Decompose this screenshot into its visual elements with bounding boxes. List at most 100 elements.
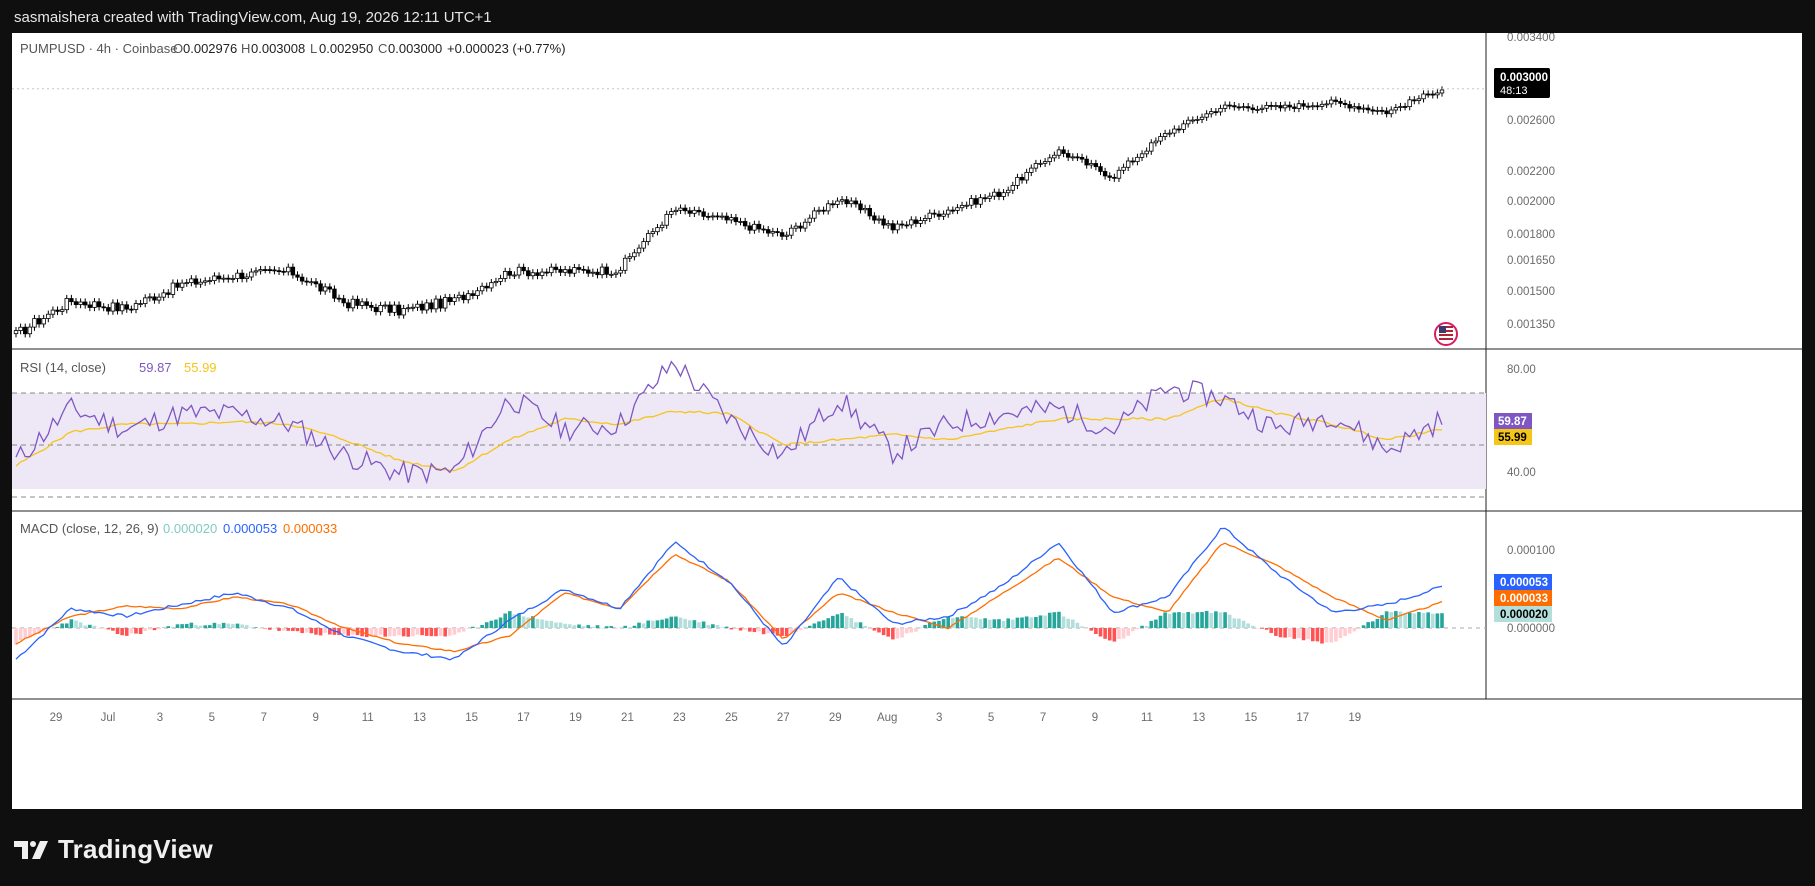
rsi-badge: 59.87: [1498, 416, 1527, 428]
macd-y-axis[interactable]: 0.000100 0.000000: [1507, 545, 1555, 635]
candle-body: [447, 297, 452, 302]
candle-body: [1209, 111, 1214, 115]
macd-histogram-bar: [1066, 618, 1070, 628]
candle-body: [595, 271, 600, 276]
macd-histogram-bar: [535, 619, 540, 628]
candle-body: [1121, 166, 1126, 171]
chart-area[interactable]: PUMPUSD · 4h · Coinbase O 0.002976 H 0.0…: [12, 33, 1802, 809]
us-flag-icon[interactable]: [1434, 322, 1458, 346]
candle-body: [1075, 156, 1080, 159]
candle-body: [350, 298, 356, 309]
tradingview-logo[interactable]: TradingView: [14, 834, 213, 865]
candle-body: [318, 283, 323, 292]
macd-histogram-bar: [295, 628, 300, 632]
macd-histogram-bar: [521, 616, 526, 628]
macd-histogram-bar: [101, 628, 106, 629]
candle-body: [1412, 99, 1417, 102]
candle-body: [1079, 156, 1085, 160]
macd-histogram-bar: [1121, 628, 1126, 639]
candle-body: [369, 305, 374, 308]
candle-body: [373, 306, 379, 313]
macd-histogram-bar: [1043, 615, 1047, 628]
candle-body: [622, 257, 628, 271]
macd-histogram-bar: [747, 628, 752, 632]
candle-body: [124, 304, 129, 310]
candle-body: [1047, 157, 1052, 163]
macd-histogram-bar: [489, 620, 494, 628]
x-tick: 27: [777, 712, 790, 724]
low-value: 0.002950: [319, 41, 373, 56]
candle-body: [969, 198, 974, 206]
macd-histogram-bar: [817, 621, 821, 628]
macd-histogram-bar: [277, 628, 281, 631]
candle-body: [239, 272, 245, 280]
macd-histogram-bar: [1006, 618, 1011, 628]
x-tick: 11: [362, 712, 374, 724]
macd-histogram-bar: [544, 620, 549, 628]
macd-histogram-bar: [143, 628, 148, 632]
candle-body: [807, 217, 812, 223]
x-axis[interactable]: 29 Jul 3 5 7 9 11 13 15 17 19 21 23 25 27 29 Aug 3 5 7 9 11 13…: [50, 712, 1362, 724]
x-tick: 3: [936, 712, 942, 724]
candle-body: [890, 223, 896, 231]
chart-canvas[interactable]: PUMPUSD · 4h · Coinbase O 0.002976 H 0.0…: [12, 33, 1802, 809]
rsi-y-axis[interactable]: 80.00 40.00: [1507, 364, 1536, 479]
candle-body: [1379, 109, 1385, 112]
macd-histogram-bar: [757, 628, 761, 632]
macd-histogram-bar: [434, 628, 438, 637]
macd-histogram-bar: [1214, 611, 1218, 628]
candle-body: [1305, 105, 1311, 108]
candle-body: [387, 304, 393, 313]
rsi-value: 59.87: [139, 360, 172, 375]
candle-body: [309, 281, 314, 284]
macd-histogram-bar: [1324, 628, 1329, 643]
x-tick: 5: [209, 712, 215, 724]
candle-body: [378, 305, 383, 313]
macd-histogram-bar: [678, 617, 683, 628]
candle-body: [590, 271, 596, 274]
macd-histogram-bar: [1412, 613, 1417, 628]
macd-histogram-bar: [1310, 628, 1315, 642]
candle-body: [83, 301, 88, 306]
candle-body: [207, 280, 213, 282]
price-y-axis[interactable]: 0.003400 0.002600 0.002200 0.002000 0.00…: [1507, 33, 1555, 331]
candle-body: [23, 326, 28, 335]
macd-histogram-bar: [1283, 628, 1287, 638]
macd-histogram-bar: [374, 628, 378, 636]
candle-body: [1065, 153, 1071, 158]
candle-body: [119, 304, 125, 312]
macd-histogram-bar: [1232, 618, 1237, 628]
candle-body: [290, 266, 296, 276]
candle-body: [627, 256, 632, 259]
macd-histogram-bar: [891, 628, 895, 640]
candle-body: [752, 223, 757, 231]
candle-body: [1407, 99, 1412, 108]
macd-histogram-bar: [586, 625, 591, 628]
candle-body: [1296, 103, 1302, 109]
macd-histogram-bar: [969, 617, 974, 628]
candle-body: [281, 270, 286, 273]
macd-histogram-bar: [1407, 612, 1412, 628]
macd-histogram-bar: [595, 625, 600, 628]
candle-body: [955, 207, 960, 211]
macd-histogram-bar: [1135, 628, 1140, 630]
macd-histogram-bar: [1089, 628, 1094, 631]
candle-body: [812, 210, 817, 219]
candle-body: [1365, 107, 1371, 111]
last-price-badge: 0.003000 48:13: [1494, 68, 1550, 98]
macd-histogram-bar: [18, 628, 23, 641]
macd-histogram-bar: [1227, 614, 1232, 628]
macd-histogram-bar: [475, 627, 480, 628]
candle-body: [1269, 104, 1274, 107]
price-tick: 0.001500: [1507, 286, 1555, 298]
macd-histogram-bar: [771, 628, 775, 634]
macd-histogram-bar: [189, 622, 194, 628]
candle-body: [1425, 93, 1431, 96]
macd-histogram-bar: [1117, 628, 1121, 640]
price-tick: 0.002200: [1507, 166, 1555, 178]
candle-body: [526, 270, 531, 277]
macd-histogram-bar: [78, 622, 83, 628]
macd-histogram-bar: [494, 619, 498, 628]
candle-body: [839, 199, 845, 202]
macd-histogram-bar: [618, 627, 623, 628]
